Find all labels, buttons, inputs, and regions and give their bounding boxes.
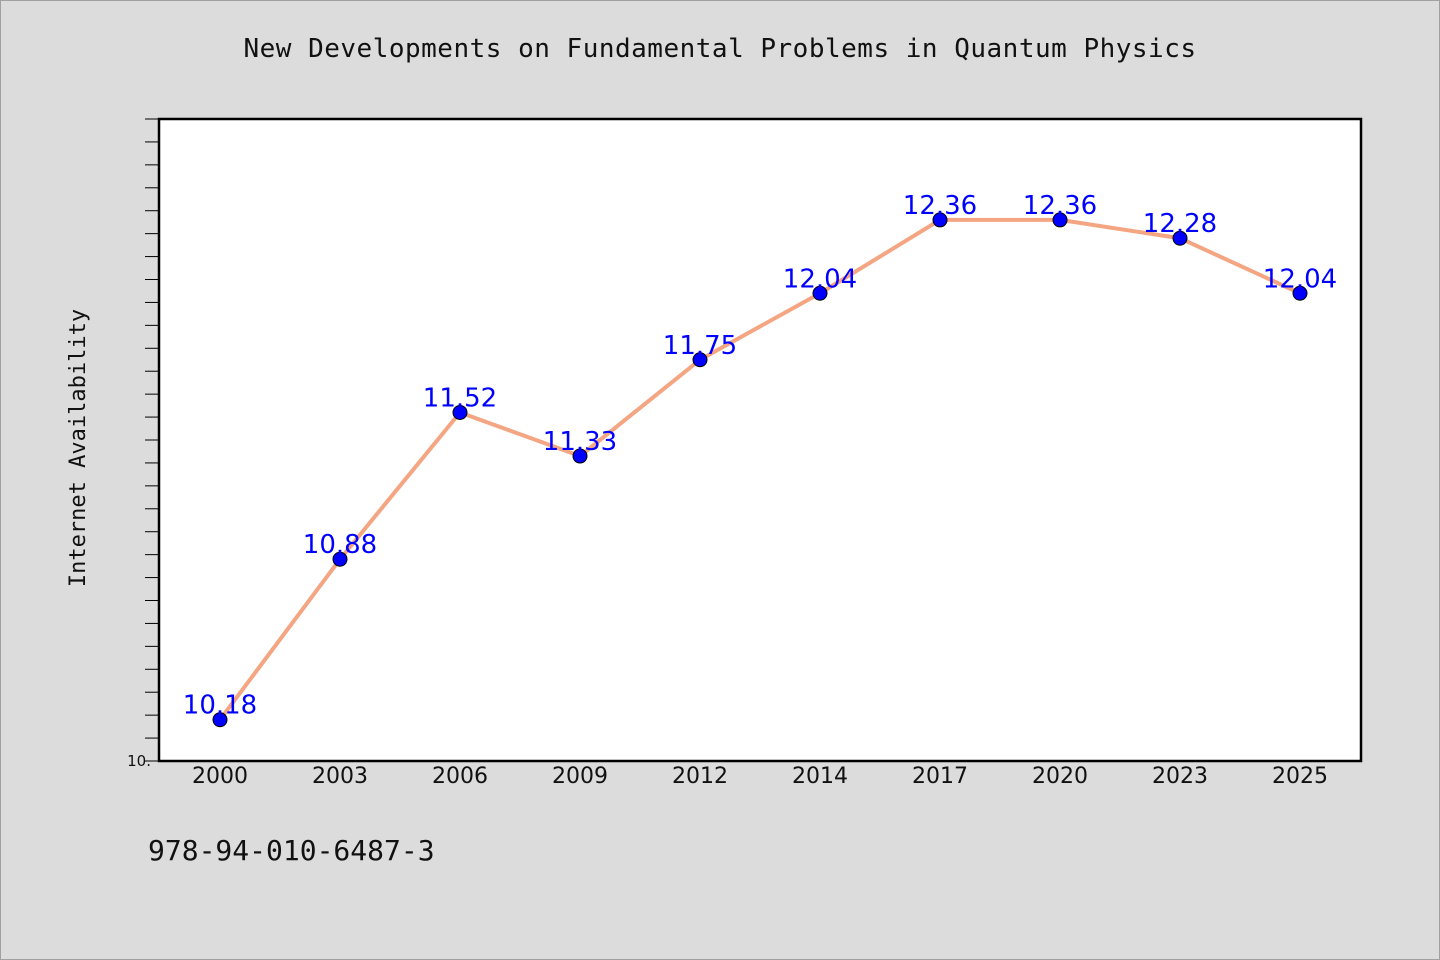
data-label: 10.88 — [303, 530, 377, 560]
data-point — [812, 285, 828, 301]
y-tick-label: 10. — [127, 752, 151, 770]
data-point — [452, 404, 468, 420]
data-label: 11.52 — [423, 383, 497, 413]
data-point — [212, 712, 228, 728]
x-tick-label: 2025 — [1272, 764, 1328, 789]
data-label: 11.33 — [543, 427, 617, 457]
x-tick-label: 2017 — [912, 764, 968, 789]
x-tick-label: 2014 — [792, 764, 848, 789]
chart-title: New Developments on Fundamental Problems… — [243, 34, 1197, 64]
plot-area — [157, 117, 1363, 763]
data-label: 12.04 — [1263, 264, 1337, 294]
data-point — [572, 448, 588, 464]
x-tick-label: 2003 — [312, 764, 368, 789]
data-label: 12.04 — [783, 264, 857, 294]
data-point — [332, 551, 348, 567]
x-tick-label: 2012 — [672, 764, 728, 789]
series-line — [218, 217, 1301, 721]
y-axis-label: Internet Availability — [66, 309, 91, 587]
x-tick-label: 2009 — [552, 764, 608, 789]
x-tick-label: 2000 — [192, 764, 248, 789]
data-point — [692, 352, 708, 368]
data-label: 12.28 — [1143, 209, 1217, 239]
x-tick-label: 2006 — [432, 764, 488, 789]
data-label: 10.18 — [183, 691, 257, 721]
data-point — [932, 212, 948, 228]
data-label: 11.75 — [663, 331, 737, 361]
data-label: 12.36 — [903, 191, 977, 221]
x-tick-label: 2020 — [1032, 764, 1088, 789]
x-tick-label: 2023 — [1152, 764, 1208, 789]
data-point — [1052, 212, 1068, 228]
data-point — [1172, 230, 1188, 246]
data-label: 12.36 — [1023, 191, 1097, 221]
data-point — [1292, 285, 1308, 301]
isbn-footer: 978-94-010-6487-3 — [148, 834, 435, 867]
